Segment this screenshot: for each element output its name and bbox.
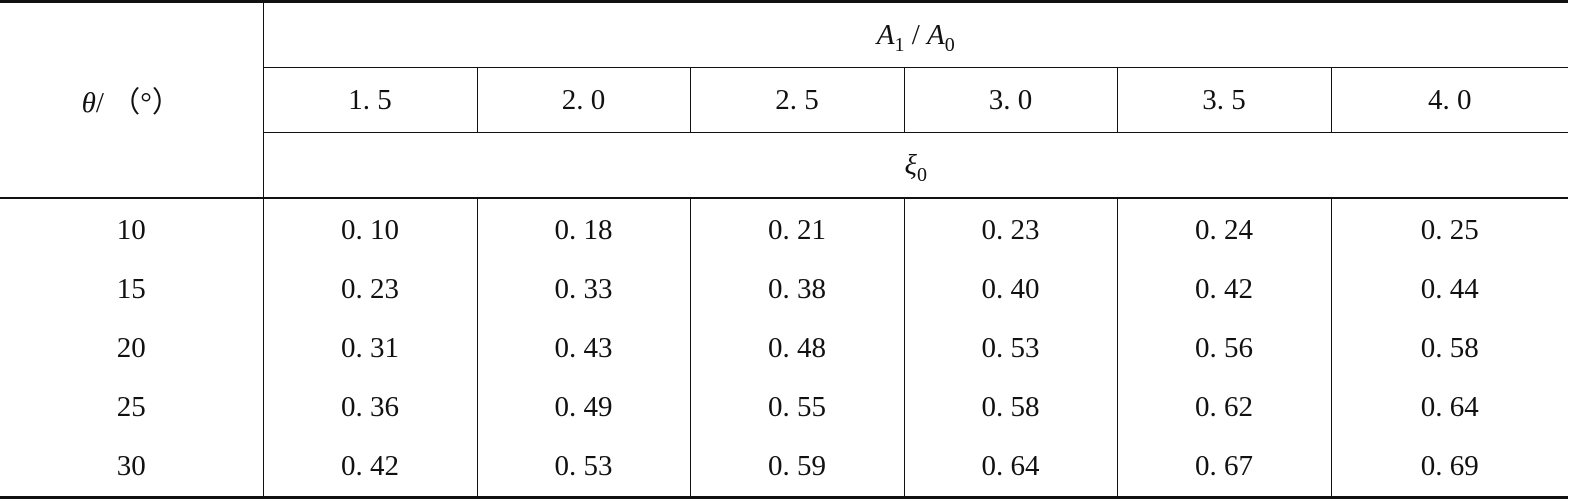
value-cell: 0. 64 [1330,378,1569,437]
header-row-xi: ξ0 [0,132,1569,199]
value-cell: 0. 59 [689,437,905,498]
value-cell: 0. 44 [1330,260,1569,319]
header-row-ratio-values: 1. 5 2. 0 2. 5 3. 0 3. 5 4. 0 [0,67,1569,133]
a0-symbol: A [927,18,945,51]
theta-unit: / （°） [95,87,181,119]
value-cell: 0. 31 [262,319,478,378]
value-cell: 0. 18 [476,198,691,260]
theta-symbol: θ [81,87,96,119]
value-cell: 0. 42 [262,437,478,498]
theta-header: θ/ （°） [0,1,264,199]
value-cell: 0. 23 [903,198,1118,260]
value-cell: 0. 21 [689,198,905,260]
theta-cell: 15 [0,260,264,319]
value-cell: 0. 40 [903,260,1118,319]
header-row-ratio: θ/ （°） A1 / A0 [0,1,1569,199]
value-cell: 0. 53 [476,437,691,498]
xi-subscript: 0 [916,163,927,186]
ratio-value: 3. 0 [903,67,1118,133]
theta-cell: 30 [0,437,264,498]
table-row: 10 0. 10 0. 18 0. 21 0. 23 0. 24 0. 25 [0,198,1569,260]
ratio-value: 2. 5 [689,67,905,133]
value-cell: 0. 58 [903,378,1118,437]
value-cell: 0. 36 [262,378,478,437]
table-row: 20 0. 31 0. 43 0. 48 0. 53 0. 56 0. 58 [0,319,1569,378]
value-cell: 0. 49 [476,378,691,437]
ratio-value: 3. 5 [1116,67,1332,133]
a0-subscript: 0 [944,33,955,56]
value-cell: 0. 25 [1330,198,1569,260]
value-cell: 0. 23 [262,260,478,319]
value-cell: 0. 43 [476,319,691,378]
value-cell: 0. 24 [1116,198,1332,260]
ratio-value: 2. 0 [476,67,691,133]
value-cell: 0. 53 [903,319,1118,378]
value-cell: 0. 56 [1116,319,1332,378]
ratio-value: 4. 0 [1330,67,1569,133]
value-cell: 0. 55 [689,378,905,437]
value-cell: 0. 69 [1330,437,1569,498]
area-ratio-header: A1 / A0 [262,1,1569,68]
value-cell: 0. 62 [1116,378,1332,437]
a1-symbol: A [876,18,895,51]
a1-subscript: 1 [894,33,905,56]
value-cell: 0. 10 [262,198,478,260]
table-row: 15 0. 23 0. 33 0. 38 0. 40 0. 42 0. 44 [0,260,1569,319]
value-cell: 0. 67 [1116,437,1332,498]
value-cell: 0. 48 [689,319,905,378]
xi-header: ξ0 [263,132,1569,199]
value-cell: 0. 64 [903,437,1118,498]
theta-cell: 10 [0,198,264,260]
value-cell: 0. 58 [1330,319,1569,378]
xi-symbol: ξ [904,148,917,181]
table-row: 25 0. 36 0. 49 0. 55 0. 58 0. 62 0. 64 [0,378,1569,437]
ratio-value: 1. 5 [263,67,478,133]
value-cell: 0. 42 [1116,260,1332,319]
theta-cell: 20 [0,319,264,378]
table-row: 30 0. 42 0. 53 0. 59 0. 64 0. 67 0. 69 [0,437,1569,498]
theta-cell: 25 [0,378,264,437]
value-cell: 0. 33 [476,260,691,319]
value-cell: 0. 38 [689,260,905,319]
ratio-slash: / [904,18,928,51]
